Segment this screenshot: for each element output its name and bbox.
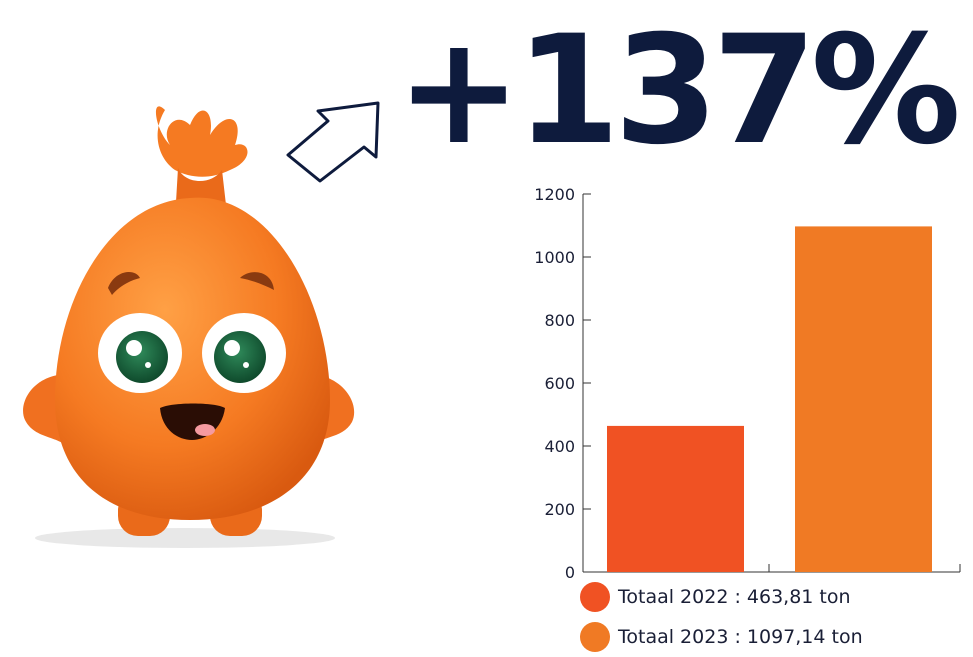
legend-item-2023: Totaal 2023 : 1097,14 ton — [580, 622, 863, 652]
y-tick-label: 200 — [544, 500, 575, 519]
y-tick-label: 0 — [565, 563, 575, 582]
percent-increase-headline: +137% — [396, 4, 961, 178]
y-tick-label: 1200 — [534, 185, 575, 204]
y-tick-label: 800 — [544, 311, 575, 330]
legend-dot-2023 — [580, 622, 610, 652]
y-tick-label: 400 — [544, 437, 575, 456]
legend-dot-2022 — [580, 582, 610, 612]
bar-2022 — [607, 425, 744, 572]
y-tick-label: 600 — [544, 374, 575, 393]
orange-bag-mascot — [23, 106, 355, 548]
legend-item-2022: Totaal 2022 : 463,81 ton — [580, 582, 851, 612]
arrow-up-right-icon — [286, 101, 380, 183]
y-tick-label: 1000 — [534, 248, 575, 267]
bar-2023 — [795, 226, 932, 573]
legend-label-2023: Totaal 2023 : 1097,14 ton — [618, 626, 863, 648]
legend-label-2022: Totaal 2022 : 463,81 ton — [618, 586, 851, 608]
